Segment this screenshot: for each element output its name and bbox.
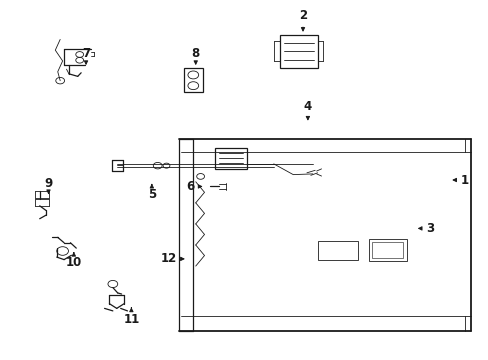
Text: 10: 10 [65, 253, 82, 269]
Bar [183, 68, 203, 93]
Text: 5: 5 [147, 185, 156, 201]
Text: 12: 12 [161, 252, 183, 265]
Text: 4: 4 [303, 100, 311, 120]
Text: 8: 8 [191, 47, 200, 64]
Bar [317, 241, 357, 260]
Text: 6: 6 [186, 180, 201, 193]
Text: 2: 2 [298, 9, 306, 31]
Bar [215, 148, 246, 169]
Text: 7: 7 [82, 47, 90, 64]
Text: 1: 1 [452, 174, 468, 186]
Text: 11: 11 [123, 308, 139, 327]
Text: 3: 3 [418, 222, 433, 235]
Bar [371, 242, 403, 258]
Text: 9: 9 [44, 177, 53, 193]
Bar [279, 35, 317, 68]
Bar [368, 239, 406, 261]
